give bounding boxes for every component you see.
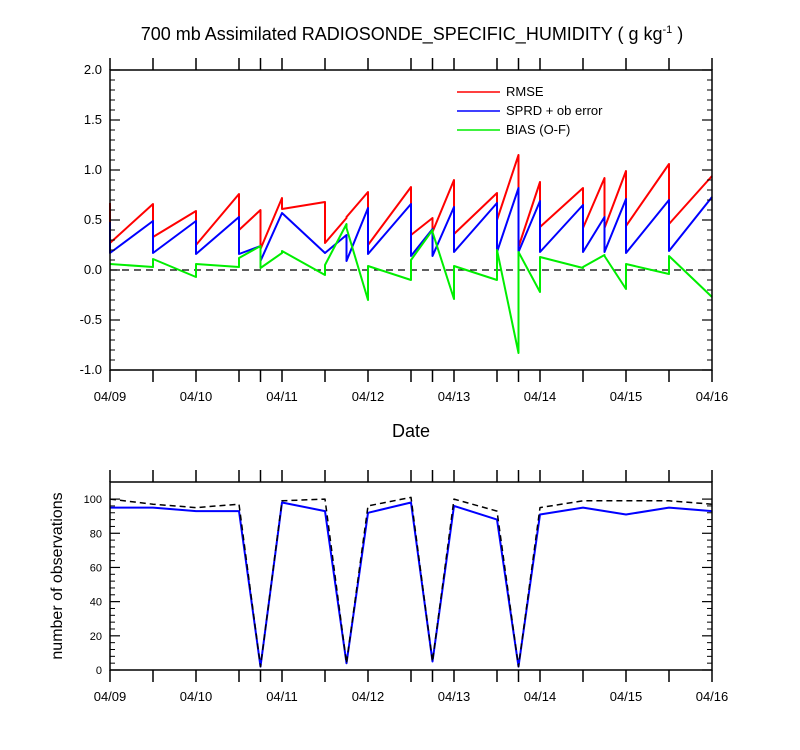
top-x-tick-label: 04/13 <box>438 389 471 404</box>
bottom-series-observations-possible <box>109 496 713 668</box>
bottom-x-tick-label: 04/11 <box>266 689 298 704</box>
bottom-x-tick-label: 04/13 <box>438 689 471 704</box>
top-y-tick-label: -1.0 <box>80 362 102 377</box>
title-end: ) <box>672 24 683 44</box>
top-plot-area <box>109 154 713 354</box>
top-y-tick-label: 0.5 <box>84 212 102 227</box>
top-x-tick-label: 04/09 <box>94 389 127 404</box>
bottom-y-tick-label: 20 <box>90 631 102 643</box>
bottom-x-tick-label: 04/10 <box>180 689 213 704</box>
x-axis-label: Date <box>392 421 430 441</box>
bottom-x-tick-label: 04/16 <box>696 689 729 704</box>
bottom-y-tick-label: 60 <box>90 562 102 574</box>
bottom-axes: 0 20 40 60 80 100 04/09 04/10 04/11 04/12 04/13 04/… <box>84 470 729 704</box>
legend-label-bias: BIAS (O-F) <box>506 122 570 137</box>
top-panel: 700 mb Assimilated RADIOSONDE_SPECIFIC_H… <box>80 24 729 441</box>
legend-label-sprd: SPRD + ob error <box>506 103 603 118</box>
top-x-tick-label: 04/12 <box>352 389 385 404</box>
top-y-tick-label: 1.5 <box>84 112 102 127</box>
bottom-y-tick-label: 0 <box>96 665 102 677</box>
title-superscript: -1 <box>663 24 673 36</box>
bottom-plot-area <box>109 496 713 668</box>
top-x-tick-label: 04/14 <box>524 389 557 404</box>
top-y-tick-label: 1.0 <box>84 162 102 177</box>
bottom-x-tick-label: 04/12 <box>352 689 385 704</box>
top-x-tick-label: 04/11 <box>266 389 298 404</box>
bottom-series-observations-used <box>110 501 713 668</box>
bottom-panel: 0 20 40 60 80 100 04/09 04/10 04/11 04/12 04/13 04/… <box>49 470 728 704</box>
top-x-tick-label: 04/15 <box>610 389 643 404</box>
chart-title: 700 mb Assimilated RADIOSONDE_SPECIFIC_H… <box>141 24 684 45</box>
bottom-x-tick-label: 04/09 <box>94 689 127 704</box>
legend: RMSE SPRD + ob error BIAS (O-F) <box>457 84 603 137</box>
bottom-x-tick-label: 04/15 <box>610 689 643 704</box>
top-y-tick-label: 2.0 <box>84 62 102 77</box>
top-x-tick-label: 04/16 <box>696 389 729 404</box>
bottom-y-tick-label: 80 <box>90 528 102 540</box>
bottom-y-tick-label: 40 <box>90 597 102 609</box>
legend-label-rmse: RMSE <box>506 84 544 99</box>
bottom-x-tick-label: 04/14 <box>524 689 557 704</box>
y-axis-label: number of observations <box>49 492 66 659</box>
top-x-tick-label: 04/10 <box>180 389 213 404</box>
top-y-tick-label: 0.0 <box>84 262 102 277</box>
top-axes: -1.0 -0.5 0.0 0.5 1.0 1.5 2.0 04/09 04/10 04/11 04… <box>80 58 729 404</box>
top-y-tick-label: -0.5 <box>80 312 102 327</box>
bottom-y-tick-label: 100 <box>84 494 102 506</box>
top-series-bias-o-f <box>109 223 713 354</box>
